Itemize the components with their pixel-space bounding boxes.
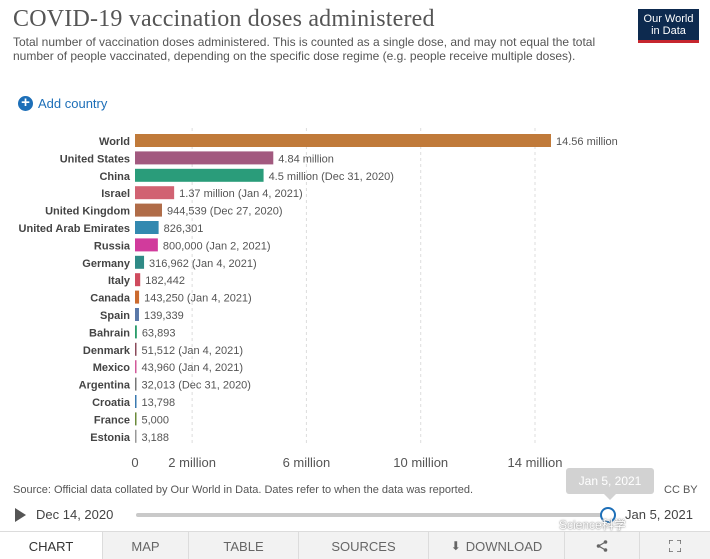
- logo-line-1: Our World: [643, 13, 694, 25]
- chart-title: COVID-19 vaccination doses administered: [13, 6, 435, 32]
- bar-value-label: 944,539 (Dec 27, 2020): [167, 206, 283, 218]
- bar-value-label: 5,000: [142, 414, 170, 426]
- bar-chart: 0 2 million 6 million 10 million 14 million W…: [19, 128, 618, 470]
- timeline-track[interactable]: [136, 513, 610, 517]
- timeline: Dec 14, 2020 Jan 5, 2021: [0, 500, 710, 530]
- tab-sources[interactable]: SOURCES: [299, 532, 429, 559]
- bar: [135, 290, 140, 304]
- bar-value-label: 13,798: [142, 397, 176, 409]
- bar-category-label: Bahrain: [89, 327, 130, 339]
- bar-category-label: China: [99, 171, 130, 183]
- bar-value-label: 1.37 million (Jan 4, 2021): [179, 188, 303, 200]
- bar-category-label: Denmark: [83, 345, 131, 357]
- bar-value-label: 826,301: [164, 223, 204, 235]
- add-country-label: Add country: [38, 96, 108, 111]
- share-button[interactable]: [565, 532, 640, 559]
- source-note: Source: Official data collated by Our Wo…: [13, 484, 473, 496]
- bar-category-label: United Arab Emirates: [19, 223, 130, 235]
- timeline-handle[interactable]: [600, 507, 616, 523]
- bar-category-label: United States: [60, 153, 130, 165]
- bar: [135, 325, 137, 339]
- bar-category-label: World: [99, 136, 130, 148]
- tab-download-label: DOWNLOAD: [465, 538, 543, 554]
- bar-category-label: Italy: [108, 275, 131, 287]
- bar: [135, 308, 139, 321]
- bar: [135, 255, 145, 269]
- bar: [135, 342, 137, 356]
- bar: [135, 221, 159, 234]
- bar-value-label: 800,000 (Jan 2, 2021): [163, 240, 271, 252]
- bar-category-label: Canada: [90, 293, 131, 305]
- bar-value-label: 4.84 million: [278, 153, 334, 165]
- bar-category-label: United Kingdom: [45, 206, 130, 218]
- timeline-start-date: Dec 14, 2020: [36, 507, 114, 522]
- watermark: Science科学: [559, 518, 626, 532]
- bar-value-label: 51,512 (Jan 4, 2021): [142, 345, 244, 357]
- x-tick-label: 14 million: [508, 455, 563, 470]
- bar-value-label: 63,893: [142, 327, 176, 339]
- timeline-end-date: Jan 5, 2021: [625, 507, 693, 522]
- timeline-tooltip: Jan 5, 2021: [566, 468, 654, 500]
- logo-line-2: in Data: [651, 25, 686, 37]
- tab-download[interactable]: ⬇ DOWNLOAD: [429, 532, 565, 559]
- bar-value-label: 43,960 (Jan 4, 2021): [142, 362, 244, 374]
- bar: [135, 203, 162, 217]
- tab-table[interactable]: TABLE: [189, 532, 299, 559]
- bar: [135, 186, 175, 200]
- tab-bar: CHART MAP TABLE SOURCES ⬇ DOWNLOAD: [0, 531, 710, 559]
- bar-value-label: 14.56 million: [556, 136, 618, 148]
- bar-category-label: Russia: [94, 240, 131, 252]
- tab-chart[interactable]: CHART: [0, 532, 103, 559]
- bar: [135, 238, 158, 252]
- bar-value-label: 139,339: [144, 310, 184, 322]
- bar: [135, 360, 137, 374]
- bar: [135, 395, 137, 408]
- bar-category-label: Croatia: [92, 397, 131, 409]
- license-link[interactable]: CC BY: [664, 484, 698, 496]
- bar-value-label: 3,188: [142, 432, 170, 444]
- bar-category-label: Argentina: [79, 380, 131, 392]
- bar-value-label: 4.5 million (Dec 31, 2020): [269, 171, 394, 183]
- bar-value-label: 316,962 (Jan 4, 2021): [149, 258, 257, 270]
- bar: [135, 168, 264, 182]
- expand-icon: [669, 540, 681, 552]
- add-country-button[interactable]: + Add country: [18, 95, 108, 111]
- download-icon: ⬇: [450, 539, 461, 553]
- bar-category-label: Israel: [101, 188, 130, 200]
- bar-category-label: Germany: [82, 258, 131, 270]
- plus-icon: +: [18, 95, 33, 111]
- x-tick-label: 6 million: [283, 455, 331, 470]
- bar-value-label: 32,013 (Dec 31, 2020): [142, 380, 251, 392]
- share-icon: [596, 540, 608, 552]
- bar: [135, 412, 137, 426]
- bar-value-label: 182,442: [145, 275, 185, 287]
- tab-map[interactable]: MAP: [103, 532, 189, 559]
- bar-category-label: Spain: [100, 310, 130, 322]
- bar: [135, 429, 137, 443]
- owid-logo[interactable]: Our World in Data: [638, 9, 699, 43]
- bar-category-label: France: [94, 414, 130, 426]
- chart-subtitle: Total number of vaccination doses admini…: [13, 35, 596, 63]
- x-tick-label: 2 million: [168, 455, 216, 470]
- x-tick-label: 10 million: [393, 455, 448, 470]
- bar-value-label: 143,250 (Jan 4, 2021): [144, 293, 252, 305]
- bar-category-label: Estonia: [90, 432, 131, 444]
- bar: [135, 151, 274, 165]
- play-icon[interactable]: [15, 508, 26, 522]
- x-tick-label: 0: [131, 455, 138, 470]
- expand-button[interactable]: [640, 532, 710, 559]
- bar: [135, 377, 137, 391]
- bar: [135, 134, 551, 147]
- bar: [135, 273, 141, 287]
- bar-category-label: Mexico: [93, 362, 131, 374]
